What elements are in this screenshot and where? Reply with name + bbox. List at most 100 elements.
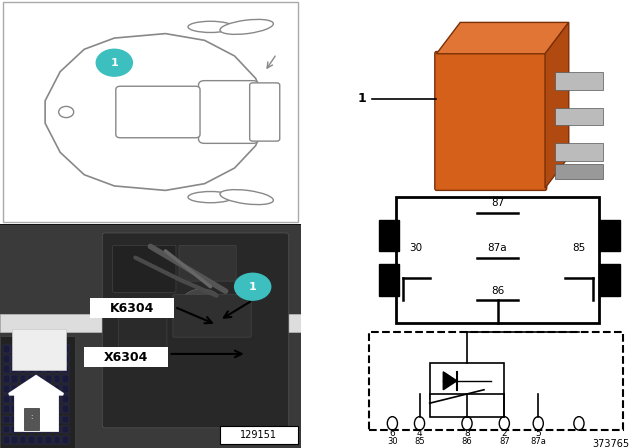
Bar [28,405,35,413]
Bar [20,435,26,444]
Bar [36,385,44,393]
Bar [12,435,18,444]
Text: 87a: 87a [488,243,508,253]
FancyBboxPatch shape [113,246,176,293]
Bar [36,405,44,413]
Bar [28,345,35,353]
Bar [12,405,18,413]
Bar [62,355,68,363]
Bar [36,365,44,373]
Bar [54,365,60,373]
Bar [12,426,18,434]
Bar [3,416,10,423]
Bar [36,345,44,353]
Bar [54,395,60,403]
Bar [36,355,44,363]
Bar [20,416,26,423]
Bar [28,365,35,373]
Text: 87a: 87a [531,437,546,446]
Bar [12,329,66,370]
Bar [0,314,301,332]
Bar [90,298,175,318]
Text: 6: 6 [390,429,396,438]
Ellipse shape [220,19,273,34]
Bar [20,375,26,383]
Bar [62,426,68,434]
Text: 30: 30 [410,243,422,253]
Bar [62,395,68,403]
Bar [20,426,26,434]
FancyBboxPatch shape [556,143,603,161]
Bar [54,355,60,363]
FancyBboxPatch shape [116,86,200,138]
Bar [45,365,52,373]
Text: 4: 4 [417,429,422,438]
Bar [62,385,68,393]
Bar [429,394,504,417]
Text: :: : [30,414,33,420]
Bar [12,395,18,403]
Bar [62,345,68,353]
Bar [45,395,52,403]
Text: 1: 1 [358,92,366,105]
Bar [84,347,168,367]
Bar [20,355,26,363]
Bar [24,408,39,430]
FancyBboxPatch shape [119,301,167,349]
Bar [28,375,35,383]
Polygon shape [545,22,569,188]
Polygon shape [444,372,457,390]
Bar [20,405,26,413]
Bar [62,435,68,444]
Bar [3,345,10,353]
Text: 1: 1 [249,282,257,292]
Bar [45,426,52,434]
FancyBboxPatch shape [556,72,603,90]
Bar [45,375,52,383]
Bar [12,365,18,373]
Bar [3,405,10,413]
Bar [54,385,60,393]
Bar [12,375,18,383]
Bar [62,416,68,423]
Bar [54,375,60,383]
Bar [28,426,35,434]
Bar [28,395,35,403]
Bar [3,385,10,393]
Bar [54,416,60,423]
Bar [36,395,44,403]
Bar [36,435,44,444]
Bar [54,435,60,444]
Bar [45,416,52,423]
Bar [0,336,76,448]
Bar [379,264,399,296]
Text: 86: 86 [491,286,504,296]
Text: 1: 1 [111,58,118,68]
Polygon shape [436,22,569,54]
Circle shape [235,273,271,300]
Ellipse shape [220,190,273,205]
Bar [20,385,26,393]
Bar [20,345,26,353]
FancyBboxPatch shape [556,164,603,179]
Text: X6304: X6304 [104,351,148,364]
Text: 373765: 373765 [593,439,630,448]
Bar [45,405,52,413]
Bar [369,332,623,430]
Bar [220,426,298,444]
Bar [45,435,52,444]
Bar [28,435,35,444]
Text: 5: 5 [536,429,541,438]
Bar [28,385,35,393]
Bar [15,392,57,430]
Bar [3,395,10,403]
Bar [599,264,620,296]
Text: 86: 86 [461,437,472,446]
Circle shape [96,49,132,76]
Bar [12,345,18,353]
Bar [54,405,60,413]
Bar [379,220,399,251]
Text: 85: 85 [414,437,425,446]
Bar [54,426,60,434]
FancyBboxPatch shape [198,81,259,143]
